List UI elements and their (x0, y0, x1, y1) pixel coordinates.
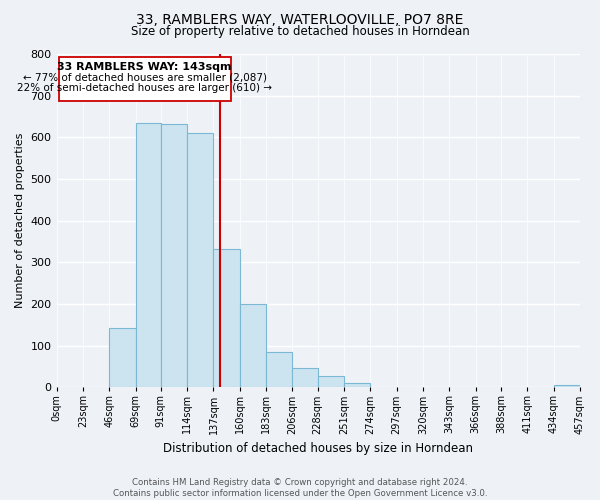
Bar (554, 386, 580, 388)
Text: 22% of semi-detached houses are larger (610) →: 22% of semi-detached houses are larger (… (17, 83, 272, 93)
Text: 33, RAMBLERS WAY, WATERLOOVILLE, PO7 8RE: 33, RAMBLERS WAY, WATERLOOVILLE, PO7 8RE (136, 12, 464, 26)
Bar (292, 368, 317, 388)
Bar (240, 304, 266, 388)
Bar (59, 57, 230, 100)
Bar (161, 124, 187, 388)
Bar (214, 248, 240, 388)
Text: Contains HM Land Registry data © Crown copyright and database right 2024.
Contai: Contains HM Land Registry data © Crown c… (113, 478, 487, 498)
Bar (109, 328, 136, 388)
Y-axis label: Number of detached properties: Number of detached properties (15, 133, 25, 308)
Bar (344, 383, 370, 388)
Bar (266, 352, 292, 388)
X-axis label: Distribution of detached houses by size in Horndean: Distribution of detached houses by size … (163, 442, 473, 455)
Text: ← 77% of detached houses are smaller (2,087): ← 77% of detached houses are smaller (2,… (23, 73, 267, 83)
Bar (317, 376, 344, 388)
Text: 33 RAMBLERS WAY: 143sqm: 33 RAMBLERS WAY: 143sqm (58, 62, 232, 72)
Bar (187, 133, 214, 388)
Bar (136, 123, 161, 388)
Text: Size of property relative to detached houses in Horndean: Size of property relative to detached ho… (131, 25, 469, 38)
